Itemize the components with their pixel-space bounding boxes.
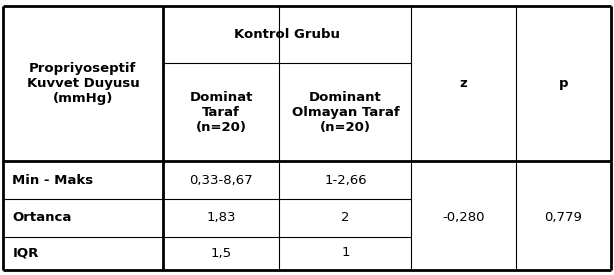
Text: Dominant
Olmayan Taraf
(n=20): Dominant Olmayan Taraf (n=20): [292, 90, 399, 134]
Text: Min - Maks: Min - Maks: [12, 174, 93, 187]
Text: Dominat
Taraf
(n=20): Dominat Taraf (n=20): [189, 90, 253, 134]
Text: 1,83: 1,83: [206, 211, 236, 224]
Text: -0,280: -0,280: [442, 211, 485, 224]
Text: Kontrol Grubu: Kontrol Grubu: [234, 28, 340, 41]
Text: z: z: [460, 77, 467, 90]
Text: 1,5: 1,5: [211, 246, 231, 260]
Text: 1-2,66: 1-2,66: [324, 174, 367, 187]
Text: 2: 2: [341, 211, 349, 224]
Text: IQR: IQR: [12, 246, 39, 260]
Text: Propriyoseptif
Kuvvet Duyusu
(mmHg): Propriyoseptif Kuvvet Duyusu (mmHg): [26, 62, 139, 105]
Text: 1: 1: [341, 246, 349, 260]
Text: p: p: [559, 77, 568, 90]
Text: 0,33-8,67: 0,33-8,67: [189, 174, 253, 187]
Text: Ortanca: Ortanca: [12, 211, 72, 224]
Text: 0,779: 0,779: [545, 211, 582, 224]
